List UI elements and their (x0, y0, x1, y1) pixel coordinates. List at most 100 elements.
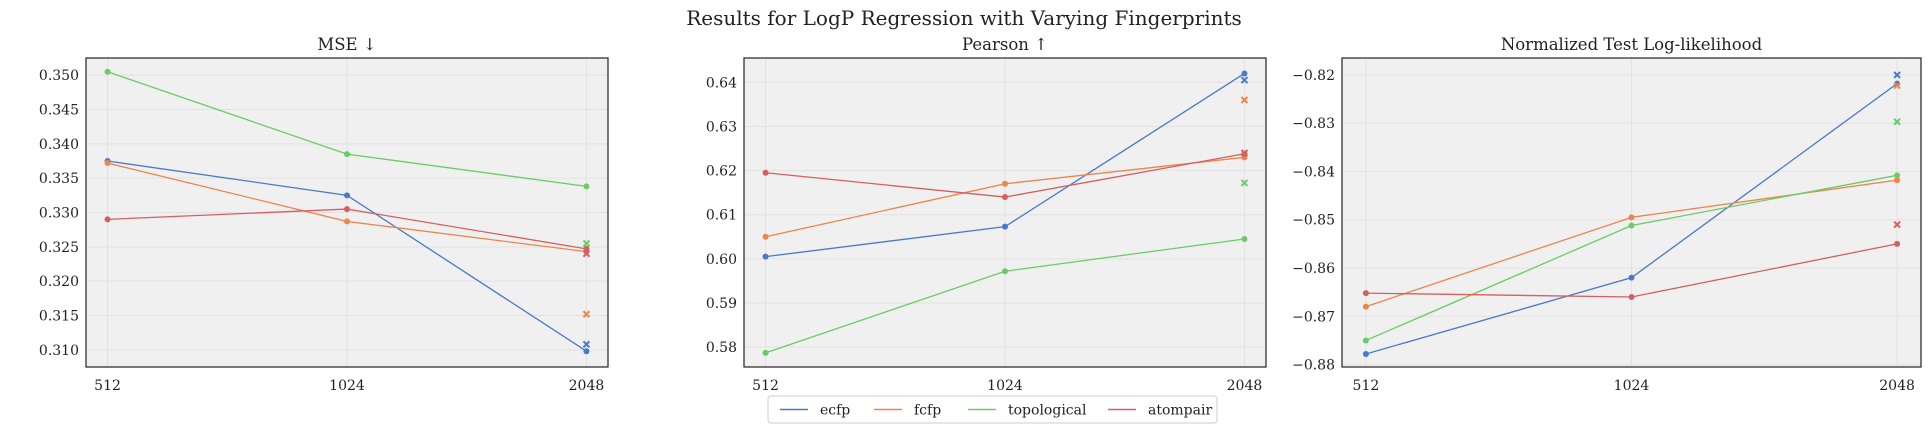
y-tick-label: −0.83 (1292, 116, 1335, 132)
data-point (344, 218, 350, 225)
legend-label: atompair (1148, 403, 1212, 419)
plot-border (743, 57, 1267, 368)
x-marker (1893, 81, 1901, 90)
x-tick-label: 2048 (1879, 378, 1915, 394)
x-tick-label: 512 (752, 378, 779, 394)
series-fcfp (762, 96, 1249, 240)
x-tick-label: 2048 (569, 378, 605, 394)
series-atompair (762, 149, 1249, 201)
y-tick-label: 0.62 (706, 164, 737, 180)
data-point (1362, 337, 1369, 344)
legend-label: topological (1008, 403, 1087, 419)
data-point (1628, 274, 1635, 281)
data-point (104, 68, 111, 75)
data-point (762, 253, 769, 260)
data-point (762, 349, 769, 356)
panel-1: 0.310 0.315 0.320 0.325 0.330 0.335 0.340 0.345… (39, 35, 609, 394)
data-point (1362, 303, 1369, 310)
y-tick-label: −0.87 (1292, 309, 1335, 325)
data-point (1894, 177, 1901, 184)
y-tick-label: −0.86 (1292, 261, 1335, 277)
legend-entry-fcfp: fcfp (874, 403, 941, 419)
data-point (344, 192, 350, 199)
data-point (1628, 214, 1635, 221)
y-tick-label: 0.61 (706, 208, 737, 224)
y-tick-label: 0.60 (706, 252, 737, 268)
panel-title: Normalized Test Log-likelihood (1501, 35, 1763, 54)
x-marker (1240, 149, 1249, 157)
panel-2: 0.58 0.59 0.60 0.61 0.62 0.63 0.64 512 1024 2048 P… (706, 35, 1267, 394)
data-point (344, 151, 350, 158)
y-tick-label: 0.58 (706, 340, 737, 356)
data-point (1628, 222, 1635, 229)
legend-label: fcfp (914, 403, 941, 419)
data-point (1362, 290, 1369, 297)
y-tick-label: 0.64 (706, 75, 737, 91)
data-point (1894, 172, 1901, 179)
x-marker (582, 340, 591, 349)
series-ecfp (762, 70, 1249, 260)
panel-title: Pearson ↑ (962, 35, 1048, 54)
data-point (1002, 194, 1008, 201)
y-tick-label: −0.84 (1292, 164, 1335, 180)
series-topological (104, 68, 591, 248)
x-marker (582, 310, 591, 318)
y-tick-label: 0.320 (39, 274, 79, 290)
figure-title: Results for LogP Regression with Varying… (686, 6, 1242, 30)
data-point (1894, 240, 1901, 247)
legend-label: ecfp (820, 403, 850, 419)
y-tick-label: 0.59 (706, 296, 737, 312)
data-point (1002, 180, 1008, 187)
y-tick-label: 0.345 (39, 103, 79, 119)
series-topological (762, 179, 1249, 356)
data-point (344, 206, 350, 213)
panel-3: −0.88 −0.87 −0.86 −0.85 −0.84 −0.83 −0.82 512 10… (1292, 35, 1922, 394)
data-point (1002, 223, 1008, 230)
series-atompair (104, 206, 591, 258)
x-tick-label: 1024 (329, 378, 365, 394)
data-point (1241, 235, 1248, 242)
data-point (1241, 70, 1248, 77)
data-point (583, 183, 590, 190)
data-point (104, 160, 111, 167)
x-marker (1893, 220, 1901, 229)
legend-entry-atompair: atompair (1108, 403, 1212, 419)
y-tick-label: 0.335 (39, 171, 79, 187)
y-tick-label: 0.315 (39, 309, 79, 325)
y-tick-label: 0.63 (706, 119, 737, 135)
x-marker (1240, 179, 1249, 187)
y-tick-label: 0.340 (39, 137, 79, 153)
plot-border (1341, 57, 1922, 368)
x-marker (582, 239, 591, 248)
data-point (762, 169, 769, 176)
y-tick-label: 0.330 (39, 206, 79, 222)
data-point (762, 233, 769, 240)
data-point (1628, 293, 1635, 300)
y-tick-label: 0.310 (39, 343, 79, 359)
data-point (583, 348, 590, 355)
x-marker (1893, 71, 1901, 79)
y-tick-label: 0.350 (39, 68, 79, 84)
legend-entry-ecfp: ecfp (780, 403, 850, 419)
data-point (104, 216, 111, 223)
panel-title: MSE ↓ (317, 35, 376, 54)
y-tick-label: −0.85 (1292, 213, 1335, 229)
data-point (583, 245, 590, 252)
data-point (1002, 268, 1008, 275)
x-marker (1240, 96, 1249, 104)
y-tick-label: 0.325 (39, 240, 79, 256)
series-atompair (1362, 220, 1901, 300)
legend-entry-topological: topological (968, 403, 1087, 419)
plot-border (85, 57, 609, 368)
x-tick-label: 2048 (1227, 378, 1263, 394)
x-tick-label: 1024 (987, 378, 1023, 394)
x-tick-label: 1024 (1614, 378, 1650, 394)
x-marker (582, 249, 591, 258)
x-tick-label: 512 (1353, 378, 1380, 394)
series-ecfp (1362, 71, 1901, 357)
series-topological (1362, 118, 1901, 344)
x-tick-label: 512 (94, 378, 121, 394)
x-marker (1893, 118, 1901, 126)
legend: ecfp fcfp topological atompair (767, 395, 1218, 424)
